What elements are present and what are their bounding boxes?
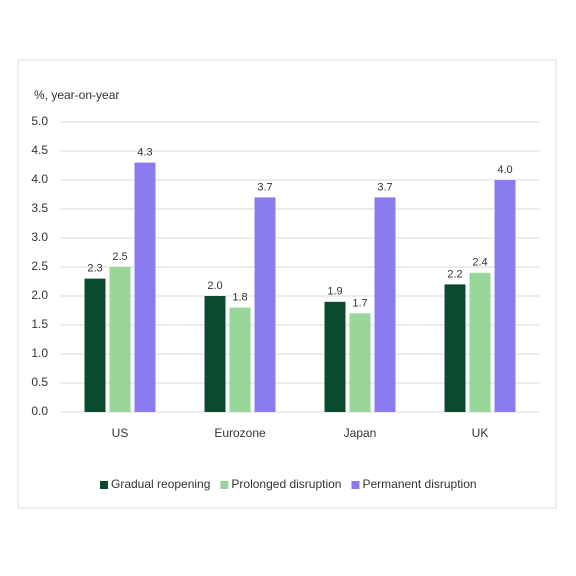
data-label: 1.9 xyxy=(327,286,342,298)
x-tick-label: Japan xyxy=(344,426,377,440)
legend-swatch xyxy=(351,481,360,489)
data-label: 2.5 xyxy=(112,251,127,263)
legend-label: Permanent disruption xyxy=(362,477,476,491)
x-tick-label: US xyxy=(112,426,129,440)
legend-swatch xyxy=(220,481,229,489)
legend-label: Prolonged disruption xyxy=(231,477,341,491)
data-label: 3.7 xyxy=(377,181,392,193)
y-tick-label: 3.5 xyxy=(31,201,48,215)
x-tick-label: UK xyxy=(472,426,489,440)
data-label: 4.3 xyxy=(137,147,152,159)
bar xyxy=(134,162,156,412)
x-tick-label: Eurozone xyxy=(214,426,266,440)
y-axis-label: %, year-on-year xyxy=(34,88,119,102)
data-label: 2.0 xyxy=(207,280,222,292)
legend-swatch xyxy=(100,481,108,489)
bar xyxy=(254,197,276,412)
y-tick-label: 4.5 xyxy=(31,143,48,157)
data-label: 1.8 xyxy=(232,292,247,304)
bar xyxy=(469,272,491,412)
y-tick-label: 2.0 xyxy=(31,288,48,302)
bar xyxy=(229,307,251,412)
y-tick-label: 2.5 xyxy=(31,259,48,273)
data-label: 2.3 xyxy=(87,263,102,275)
bar xyxy=(204,296,226,412)
bar xyxy=(349,313,371,412)
y-tick-label: 3.0 xyxy=(31,230,48,244)
y-tick-label: 0.5 xyxy=(31,375,48,389)
legend-label: Gradual reopening xyxy=(111,477,210,491)
bar xyxy=(444,284,466,412)
data-label: 2.2 xyxy=(447,268,462,280)
y-tick-label: 1.0 xyxy=(31,346,48,360)
y-tick-label: 0.0 xyxy=(31,404,48,418)
chart-frame xyxy=(17,59,557,509)
bar xyxy=(109,267,131,412)
data-label: 2.4 xyxy=(472,257,487,269)
y-tick-label: 1.5 xyxy=(31,317,48,331)
data-label: 4.0 xyxy=(497,164,512,176)
y-tick-label: 4.0 xyxy=(31,172,48,186)
bar xyxy=(84,278,106,412)
bar xyxy=(494,180,516,412)
y-tick-label: 5.0 xyxy=(31,114,48,128)
bar xyxy=(374,197,396,412)
bar xyxy=(324,301,346,412)
data-label: 1.7 xyxy=(352,297,367,309)
data-label: 3.7 xyxy=(257,181,272,193)
